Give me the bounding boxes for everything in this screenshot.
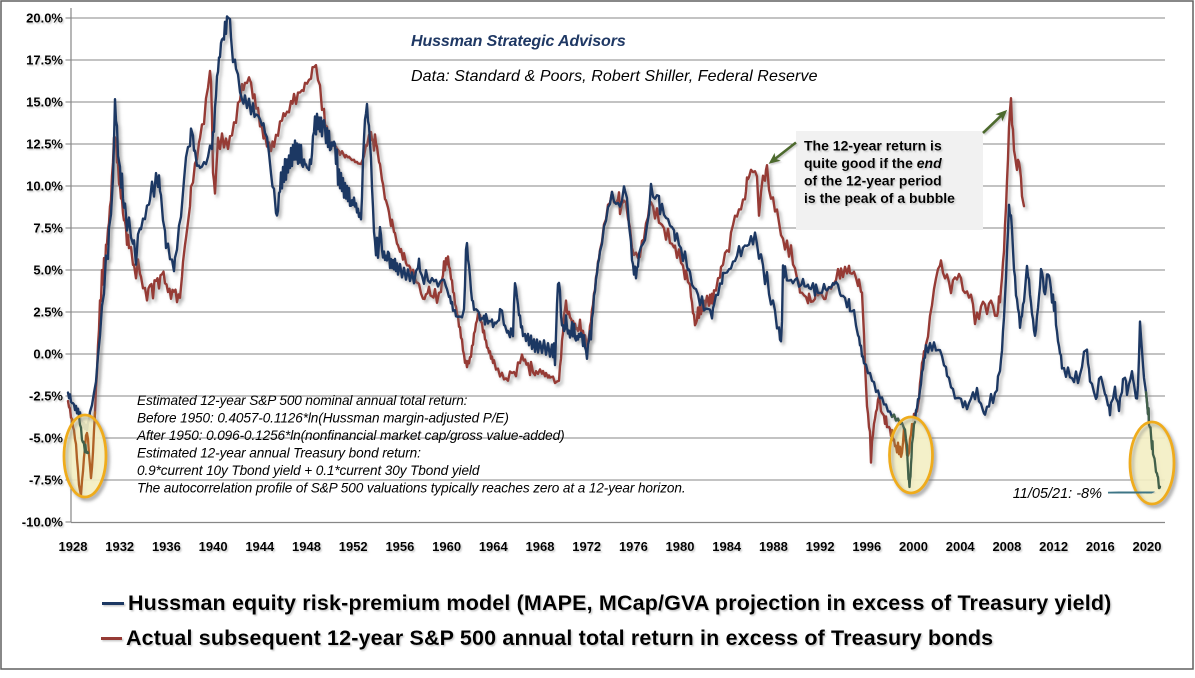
svg-text:is the peak of a bubble: is the peak of a bubble xyxy=(804,190,955,206)
svg-text:Estimated 12-year annual Treas: Estimated 12-year annual Treasury bond r… xyxy=(137,446,421,461)
svg-text:2000: 2000 xyxy=(899,539,928,554)
svg-text:Hussman equity risk-premium mo: Hussman equity risk-premium model (MAPE,… xyxy=(128,591,1112,615)
svg-text:1952: 1952 xyxy=(339,539,368,554)
svg-text:2004: 2004 xyxy=(946,539,976,554)
svg-text:1996: 1996 xyxy=(852,539,881,554)
svg-text:1928: 1928 xyxy=(59,539,88,554)
svg-text:5.0%: 5.0% xyxy=(33,263,63,278)
svg-text:15.0%: 15.0% xyxy=(26,95,63,110)
svg-text:1972: 1972 xyxy=(572,539,601,554)
svg-text:1940: 1940 xyxy=(199,539,228,554)
svg-text:1968: 1968 xyxy=(526,539,555,554)
svg-text:1984: 1984 xyxy=(712,539,742,554)
svg-text:0.0%: 0.0% xyxy=(33,347,63,362)
svg-text:-5.0%: -5.0% xyxy=(29,431,63,446)
svg-text:After 1950: 0.096-0.1256*ln(n: After 1950: 0.096-0.1256*ln(nonfinancial… xyxy=(136,428,565,443)
svg-text:17.5%: 17.5% xyxy=(26,53,63,68)
svg-text:12.5%: 12.5% xyxy=(26,137,63,152)
svg-text:0.9*current 10y Tbond yield +: 0.9*current 10y Tbond yield + 0.1*curren… xyxy=(137,463,480,478)
svg-text:1960: 1960 xyxy=(432,539,461,554)
svg-text:2008: 2008 xyxy=(992,539,1021,554)
svg-text:1956: 1956 xyxy=(385,539,414,554)
svg-text:1948: 1948 xyxy=(292,539,321,554)
svg-text:-10.0%: -10.0% xyxy=(22,515,64,530)
svg-text:1944: 1944 xyxy=(245,539,275,554)
svg-text:1932: 1932 xyxy=(105,539,134,554)
svg-text:The autocorrelation profile of: The autocorrelation profile of S&P 500 v… xyxy=(137,481,686,496)
svg-text:1992: 1992 xyxy=(806,539,835,554)
svg-text:of the 12-year period: of the 12-year period xyxy=(804,173,942,189)
svg-text:Data: Standard & Poors, Rober: Data: Standard & Poors, Robert Shiller, … xyxy=(411,68,818,85)
svg-text:1988: 1988 xyxy=(759,539,788,554)
svg-text:quite good if the end: quite good if the end xyxy=(804,155,942,171)
svg-text:Estimated 12-year S&P 500 nom: Estimated 12-year S&P 500 nominal annual… xyxy=(137,393,468,408)
svg-text:20.0%: 20.0% xyxy=(26,11,63,26)
svg-text:-2.5%: -2.5% xyxy=(29,389,63,404)
svg-text:1936: 1936 xyxy=(152,539,181,554)
svg-text:2012: 2012 xyxy=(1039,539,1068,554)
svg-text:2.5%: 2.5% xyxy=(33,305,63,320)
svg-text:Hussman Strategic Advisors: Hussman Strategic Advisors xyxy=(411,33,626,50)
svg-text:7.5%: 7.5% xyxy=(33,221,63,236)
svg-text:2020: 2020 xyxy=(1133,539,1162,554)
svg-text:-7.5%: -7.5% xyxy=(29,473,63,488)
svg-text:Actual subsequent 12-year S&P: Actual subsequent 12-year S&P 500 annual… xyxy=(126,626,993,650)
svg-text:10.0%: 10.0% xyxy=(26,179,63,194)
svg-text:1980: 1980 xyxy=(666,539,695,554)
svg-text:11/05/21: -8%: 11/05/21: -8% xyxy=(1013,486,1102,502)
svg-text:2016: 2016 xyxy=(1086,539,1115,554)
svg-text:Before 1950: 0.4057-0.1126*ln: Before 1950: 0.4057-0.1126*ln(Hussman ma… xyxy=(137,411,509,426)
svg-text:1964: 1964 xyxy=(479,539,509,554)
svg-text:The 12-year return is: The 12-year return is xyxy=(804,138,942,154)
svg-text:1976: 1976 xyxy=(619,539,648,554)
